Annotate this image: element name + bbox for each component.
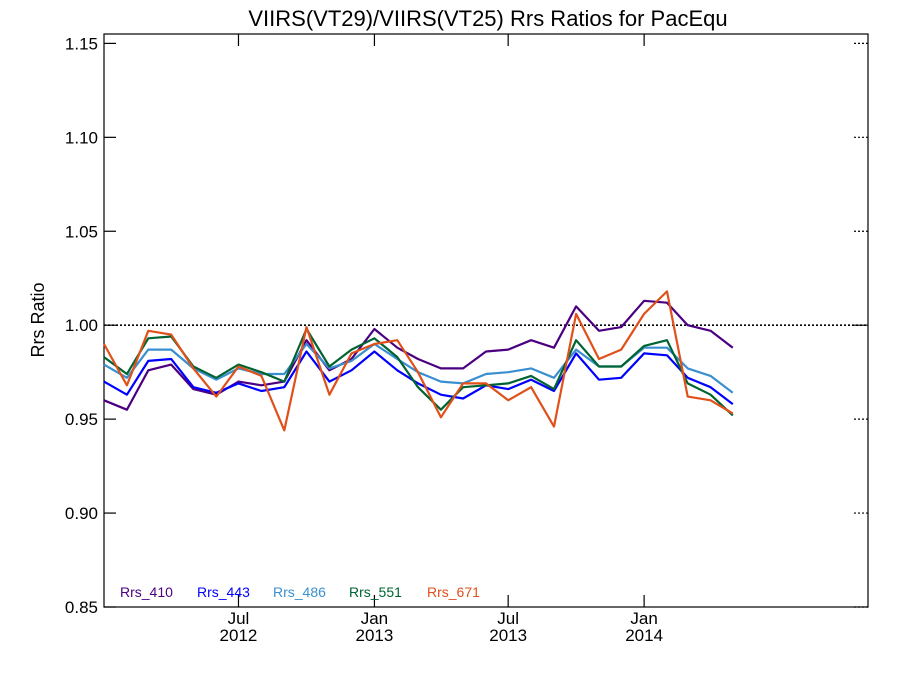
plot-area-border <box>103 33 869 608</box>
legend-item-rrs-443: Rrs_443 <box>197 584 250 600</box>
y-tick-label: 0.95 <box>65 410 98 429</box>
legend-item-rrs-671: Rrs_671 <box>427 584 480 600</box>
y-axis-label: Rrs Ratio <box>28 282 48 357</box>
y-tick-label: 1.10 <box>65 128 98 147</box>
x-tick-month-label: Jan <box>630 609 657 628</box>
y-tick-label: 1.05 <box>65 222 98 241</box>
y-ticks: 0.85 0.90 0.95 1.00 1.05 1.10 1.15 <box>65 34 868 617</box>
x-tick-month-label: Jan <box>361 609 388 628</box>
series-line-rrs-551 <box>103 327 734 417</box>
x-tick-year-label: 2014 <box>625 626 663 645</box>
series-layer <box>103 290 734 432</box>
legend-item-rrs-486: Rrs_486 <box>273 584 326 600</box>
plot-frame <box>103 33 869 608</box>
y-tick-label: 1.15 <box>65 34 98 53</box>
legend: Rrs_410 Rrs_443 Rrs_486 Rrs_551 Rrs_671 <box>120 584 480 600</box>
series-line-rrs-410 <box>103 299 734 411</box>
series-line-rrs-671 <box>103 290 734 432</box>
y-tick-label: 1.00 <box>65 316 98 335</box>
x-tick-month-label: Jul <box>228 609 250 628</box>
x-tick-month-label: Jul <box>497 609 519 628</box>
x-tick-year-label: 2013 <box>489 626 527 645</box>
series-line-rrs-443 <box>103 350 734 405</box>
y-tick-label: 0.85 <box>65 598 98 617</box>
x-tick-year-label: 2013 <box>356 626 394 645</box>
x-tick-year-label: 2012 <box>220 626 258 645</box>
y-tick-label: 0.90 <box>65 504 98 523</box>
chart-title: VIIRS(VT29)/VIIRS(VT25) Rrs Ratios for P… <box>248 6 727 31</box>
legend-item-rrs-410: Rrs_410 <box>120 584 173 600</box>
legend-item-rrs-551: Rrs_551 <box>349 584 402 600</box>
